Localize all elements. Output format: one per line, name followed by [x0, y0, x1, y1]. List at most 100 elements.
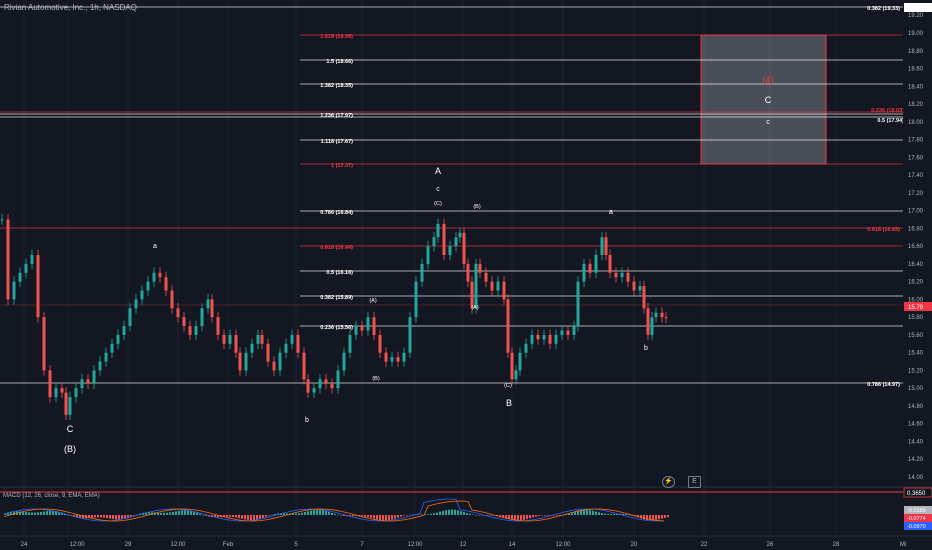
candle-body [260, 334, 264, 344]
macd-hist-bar [88, 515, 90, 519]
macd-hist-bar [325, 510, 327, 515]
macd-hist-bar [133, 515, 135, 516]
macd-hist-bar [187, 510, 189, 515]
macd-hist-bar [574, 511, 576, 515]
macd-hist-bar [163, 512, 165, 515]
price-axis[interactable]: USD19.2019.0018.8018.6018.4018.2018.0017… [903, 0, 932, 536]
candle-body [98, 361, 102, 371]
macd-hist-bar [232, 515, 234, 518]
candle-body [18, 272, 22, 282]
macd-hist-bar [436, 512, 438, 515]
macd-hist-bar [121, 515, 123, 520]
candle-body [146, 281, 150, 291]
price-tick-label: 16.60 [908, 244, 924, 250]
macd-hist-bar [541, 515, 543, 516]
fib-label: 0.236 (18.03) [871, 108, 904, 114]
macd-hist-bar [283, 513, 285, 515]
candle-body [86, 379, 90, 384]
candle-body [608, 255, 612, 273]
wave-label: a [153, 243, 157, 250]
macd-pane: MACD (12, 26, close, 9, EMA, EMA) 0.3650 -… [0, 486, 932, 530]
candle-body [256, 334, 260, 344]
candle-body [604, 237, 608, 255]
candle-body [312, 388, 316, 393]
candle-body [104, 352, 108, 362]
macd-hist-bar [64, 513, 66, 515]
wave-label: (A) [471, 305, 479, 311]
candle-body [342, 352, 346, 371]
candle-body [620, 272, 624, 278]
candle-body [466, 263, 470, 282]
macd-hist-bar [316, 509, 318, 515]
candle-body [448, 246, 452, 255]
candle-body [290, 334, 294, 344]
time-tick-label: 5 [294, 542, 298, 548]
candle-body [92, 370, 96, 384]
price-axis-bg [903, 0, 932, 536]
candle-body [502, 281, 506, 300]
macd-hist-bar [10, 511, 12, 515]
lightning-icon[interactable]: ⚡ [662, 476, 675, 488]
macd-hist-bar [475, 514, 477, 516]
time-tick-label: 7 [360, 542, 364, 548]
candle-body [36, 255, 40, 318]
macd-hist-bar [454, 509, 456, 515]
macd-hist-bar [532, 515, 534, 518]
macd-hist-bar [175, 511, 177, 515]
macd-hist-bar [469, 513, 471, 515]
macd-hist-bar [391, 515, 393, 520]
macd-hist-bar [235, 515, 237, 518]
macd-hist-bar [334, 513, 336, 515]
macd-hist-bar [256, 515, 258, 520]
macd-hist-bar [271, 514, 273, 516]
time-tick-label: 24 [21, 542, 28, 548]
candle-body [530, 334, 534, 344]
macd-hist-bar [67, 514, 69, 516]
wave-label: (4) [763, 75, 774, 85]
macd-hist-bar [301, 512, 303, 515]
candle-body [244, 352, 248, 371]
macd-hist-bar [82, 515, 84, 519]
macd-value-tag [904, 514, 932, 522]
fib-label: 0.382 (19.33) [867, 6, 900, 12]
macd-hist-bar [106, 515, 108, 519]
macd-hist-bar [358, 515, 360, 516]
macd-hist-bar [556, 515, 558, 516]
candle-body [518, 352, 522, 371]
macd-hist-bar [421, 514, 423, 516]
wave-label: (B) [372, 376, 380, 382]
candle-body [330, 383, 334, 389]
macd-hist-bar [91, 515, 93, 518]
candle-body [408, 317, 412, 353]
macd-hist-bar [649, 515, 651, 521]
macd-hist-bar [226, 515, 228, 517]
time-axis[interactable]: 24 12:00 29 12:00 Feb 5 7 12:00 12 14 12:00 20 22 26 2… [0, 535, 932, 548]
macd-hist-bar [646, 515, 648, 520]
macd-hist-bar [427, 514, 429, 515]
price-tick-label: 15.00 [908, 386, 924, 392]
price-tick-label: 17.80 [908, 138, 924, 144]
candle-body [200, 308, 204, 327]
e-icon[interactable]: E [688, 476, 701, 488]
candle-body [284, 343, 288, 353]
candle-body [250, 343, 254, 353]
macd-hist-bar [52, 510, 54, 515]
macd-hist-bar [520, 515, 522, 521]
candle-body [176, 308, 180, 318]
candle-body [458, 232, 462, 238]
macd-hist-bar [580, 509, 582, 515]
macd-hist-bar [304, 511, 306, 515]
macd-hist-bar [22, 511, 24, 515]
candle-body [454, 237, 458, 247]
macd-hist-bar [109, 515, 111, 519]
macd-hist-bar [658, 515, 660, 520]
time-tick-label: 12:00 [170, 542, 186, 548]
macd-hist-bar [166, 512, 168, 515]
candle-body [576, 281, 580, 327]
candle-body [514, 370, 518, 380]
candle-body [384, 352, 388, 362]
candle-body [650, 317, 654, 335]
macd-hist-bar [31, 512, 33, 515]
current-price-label: 15.79 [908, 305, 924, 311]
